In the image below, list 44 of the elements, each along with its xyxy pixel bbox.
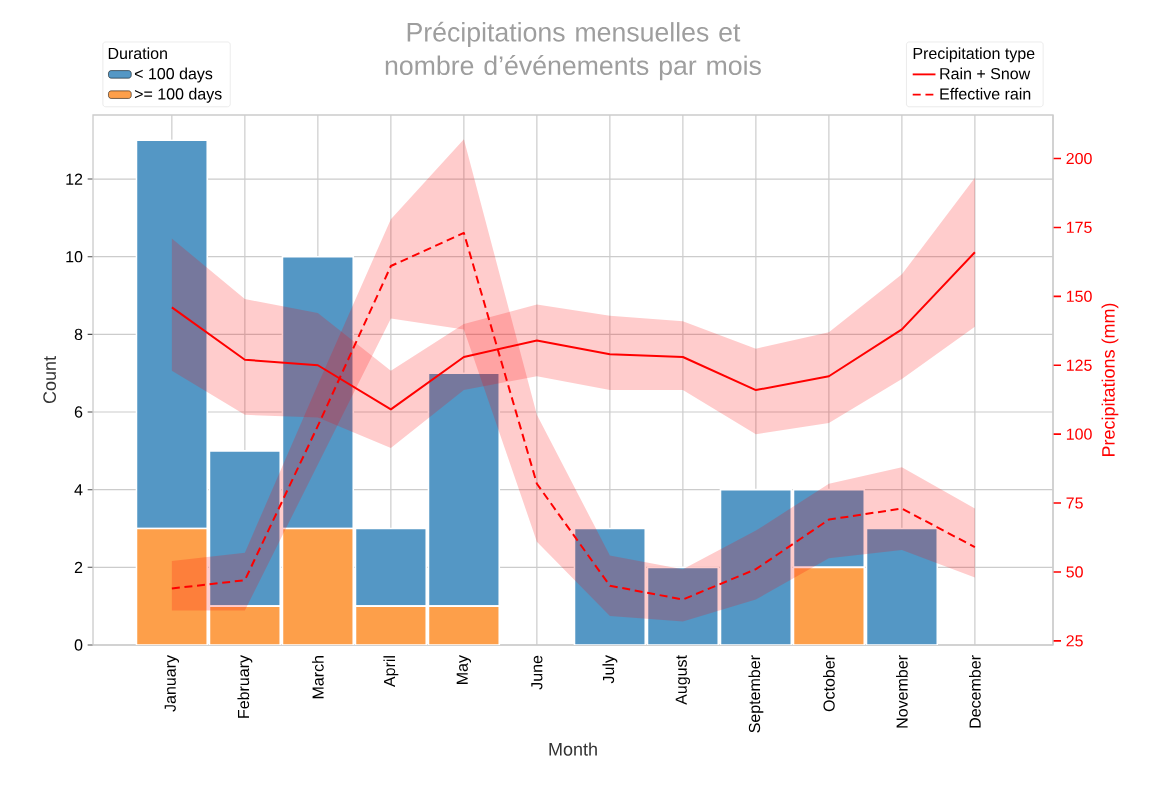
y-tick-label: 12	[66, 173, 83, 185]
x-tick-label: November	[896, 655, 908, 728]
x-axis-title: Month	[549, 742, 597, 756]
x-tick-label: June	[531, 655, 543, 690]
x-tick-label: March	[311, 656, 324, 699]
x-tick-label: April	[383, 656, 399, 688]
x-tick-label: October	[823, 655, 835, 712]
x-tick-label: July	[602, 655, 618, 684]
text: Duration	[108, 47, 167, 60]
legend-label: Rain + Snow	[940, 67, 1031, 80]
y-tick-label: 10	[66, 251, 83, 263]
bar	[354, 605, 428, 645]
y-tick-label: 4	[74, 484, 83, 496]
y2-tick-label: 25	[1066, 635, 1083, 647]
bar	[281, 527, 355, 645]
bar	[135, 527, 209, 645]
y2-tick-label: 75	[1066, 497, 1083, 509]
x-tick-label: September	[748, 655, 764, 733]
y-axis-title: Count	[43, 356, 56, 404]
x-tick-label: May	[456, 655, 472, 684]
y2-tick-label: 175	[1066, 221, 1092, 234]
x-tick-label: August	[675, 655, 691, 705]
bar	[208, 605, 282, 645]
y-tick-label: 8	[74, 328, 83, 341]
bar	[792, 566, 866, 645]
y2-tick-label: 50	[1066, 566, 1083, 578]
y2-axis-title: Precipitations (mm)	[1101, 303, 1119, 457]
text: Precipitation type	[913, 47, 1035, 63]
x-tick-label: January	[164, 655, 180, 712]
y2-tick-label: 200	[1066, 152, 1092, 165]
y2-tick-label: 150	[1066, 290, 1092, 302]
bar	[427, 605, 501, 645]
y-tick-label: 2	[74, 561, 83, 573]
y2-tick-label: 125	[1066, 359, 1092, 371]
chart-title: Précipitations mensuelles et nombre d’événements par mois	[385, 21, 761, 81]
x-tick-label: December	[969, 655, 981, 728]
x-tick-label: February	[237, 655, 253, 718]
legend-label: < 100 days	[134, 67, 213, 83]
y-tick-label: 0	[74, 639, 83, 651]
legend-label: >= 100 days	[134, 87, 222, 103]
y2-tick-label: 100	[1066, 428, 1092, 440]
line-series	[170, 231, 976, 601]
y-tick-label: 6	[74, 406, 83, 418]
legend-label: Effective rain	[940, 87, 1031, 100]
